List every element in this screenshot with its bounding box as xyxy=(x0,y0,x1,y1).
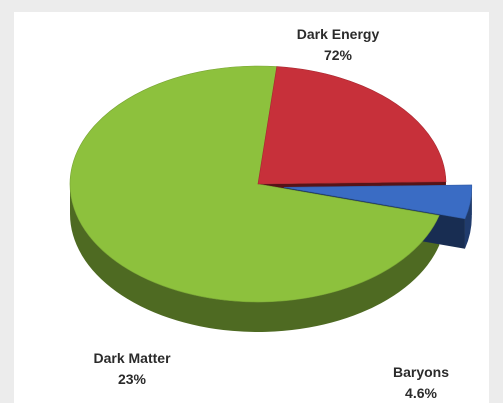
slice-label-dark-energy: Dark Energy xyxy=(297,26,380,42)
slice-wall-dark-energy xyxy=(70,184,440,332)
slice-label-baryons: Baryons xyxy=(393,364,449,380)
slice-value-baryons: 4.6% xyxy=(405,385,437,401)
slice-label-dark-matter: Dark Matter xyxy=(93,350,171,366)
slice-value-dark-energy: 72% xyxy=(324,47,353,63)
slice-dark-energy xyxy=(69,65,440,303)
chart-panel: Dark Energy 72% Dark Matter 23% Baryons … xyxy=(14,12,489,403)
slice-baryons xyxy=(283,184,473,220)
pie-chart: Dark Energy 72% Dark Matter 23% Baryons … xyxy=(69,26,473,401)
slice-value-dark-matter: 23% xyxy=(118,371,147,387)
slice-wall-baryons xyxy=(464,187,472,249)
pie-labels: Dark Energy 72% Dark Matter 23% Baryons … xyxy=(93,26,449,401)
slice-dark-matter xyxy=(257,66,447,185)
pie-tops xyxy=(69,65,473,303)
